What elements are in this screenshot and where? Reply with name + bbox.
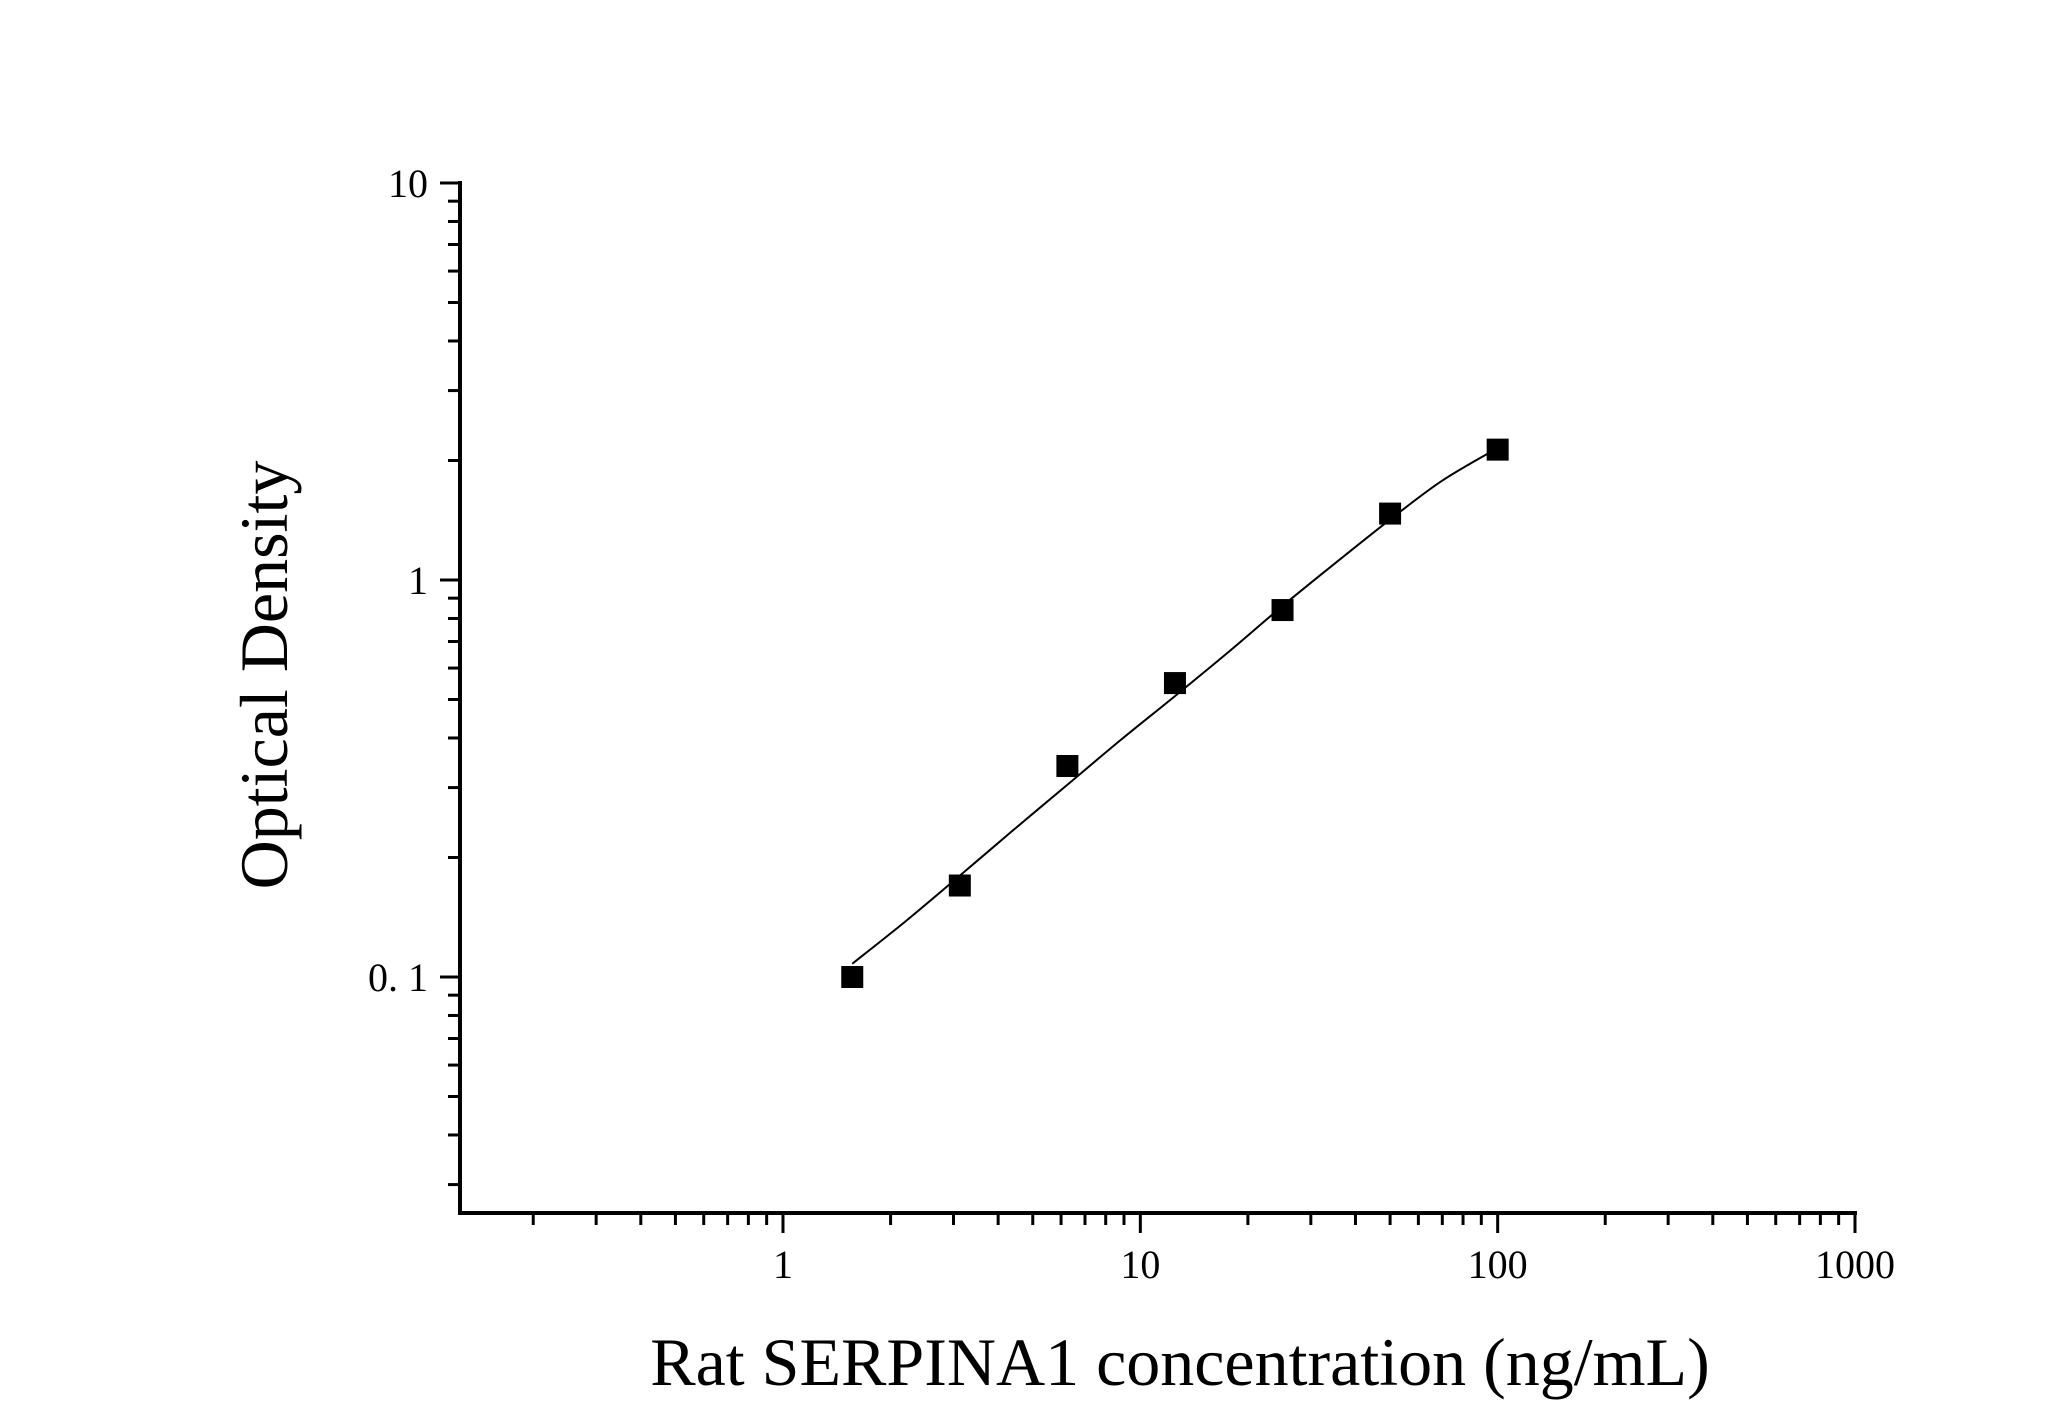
- y-axis-label: Optical Density: [226, 461, 302, 890]
- data-point: [1163, 672, 1186, 695]
- y-tick-label: 1: [408, 558, 428, 603]
- data-point: [841, 966, 864, 988]
- x-tick-label: 10: [1120, 1242, 1160, 1287]
- x-tick-label: 1: [773, 1242, 793, 1287]
- data-points: [841, 438, 1509, 988]
- data-point: [948, 874, 971, 897]
- data-point: [1271, 599, 1294, 622]
- axes: 1 10 100 1000 0. 1 1 10: [368, 161, 1895, 1287]
- x-axis-label: Rat SERPINA1 concentration (ng/mL): [650, 1324, 1709, 1400]
- data-point: [1056, 755, 1079, 778]
- data-point: [1379, 502, 1402, 525]
- y-tick-label: 0. 1: [368, 955, 428, 1000]
- x-tick-label: 1000: [1815, 1242, 1895, 1287]
- y-tick-label: 10: [388, 161, 428, 206]
- x-tick-label: 100: [1468, 1242, 1528, 1287]
- data-point: [1486, 438, 1509, 461]
